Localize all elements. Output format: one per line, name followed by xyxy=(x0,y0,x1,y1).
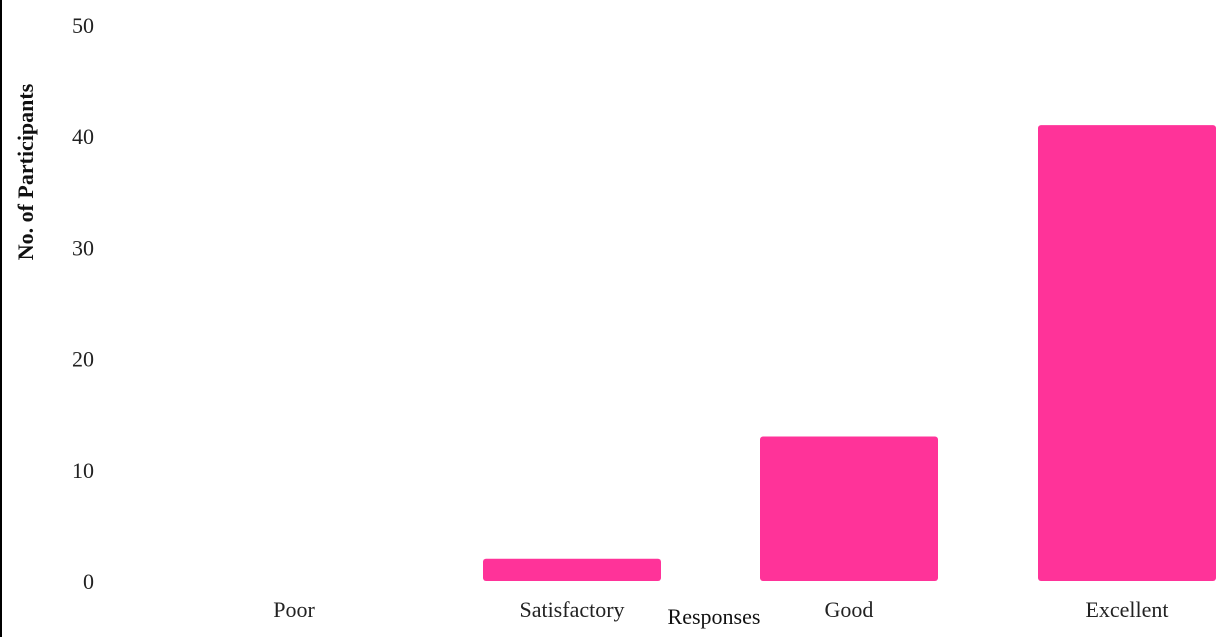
y-tick-label: 50 xyxy=(72,13,94,38)
x-axis-title: Responses xyxy=(668,604,761,629)
y-tick-label: 30 xyxy=(72,235,94,260)
y-tick-label: 20 xyxy=(72,347,94,372)
bar-good xyxy=(760,436,938,581)
x-tick-label: Excellent xyxy=(1085,597,1168,622)
x-tick-label: Satisfactory xyxy=(519,597,624,622)
y-axis-ticks: 0 10 20 30 40 50 xyxy=(72,13,94,594)
x-tick-label: Good xyxy=(825,597,874,622)
y-axis-title: No. of Participants xyxy=(13,83,38,260)
y-tick-label: 0 xyxy=(83,569,94,594)
x-axis-ticks: Poor Satisfactory Good Excellent xyxy=(273,597,1168,622)
bar-satisfactory xyxy=(483,558,661,581)
y-tick-label: 40 xyxy=(72,124,94,149)
y-tick-label: 10 xyxy=(72,458,94,483)
bars xyxy=(483,125,1216,581)
x-tick-label: Poor xyxy=(273,597,315,622)
bar-excellent xyxy=(1038,125,1216,581)
